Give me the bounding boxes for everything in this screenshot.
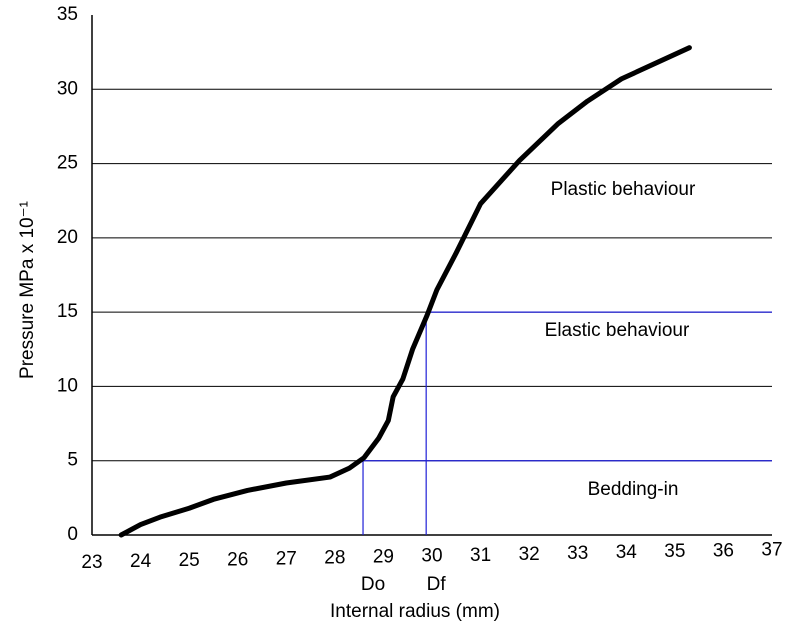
y-tick-label: 10 xyxy=(57,375,78,396)
y-tick-label: 20 xyxy=(57,227,78,248)
x-tick-label: 28 xyxy=(324,548,345,569)
x-tick-label: 31 xyxy=(470,545,491,566)
region-label: Bedding-in xyxy=(588,479,679,500)
x-tick-label: 36 xyxy=(713,540,734,561)
marker-label: Df xyxy=(427,574,447,595)
x-tick-label: 24 xyxy=(130,551,152,572)
y-tick-label: 30 xyxy=(57,78,78,99)
x-tick-label: 30 xyxy=(421,546,442,567)
x-tick-label: 33 xyxy=(567,543,588,564)
y-tick-label: 15 xyxy=(57,301,78,322)
x-tick-label: 35 xyxy=(664,541,685,562)
x-tick-label: 29 xyxy=(373,547,394,568)
marker-label: Do xyxy=(361,574,385,595)
x-tick-label: 32 xyxy=(519,544,540,565)
y-tick-label: 0 xyxy=(67,524,78,545)
region-label: Plastic behaviour xyxy=(551,179,696,200)
x-tick-label: 25 xyxy=(179,550,200,571)
y-tick-label: 25 xyxy=(57,153,78,174)
region-label: Elastic behaviour xyxy=(545,320,690,341)
y-tick-label: 5 xyxy=(67,450,78,471)
data-line xyxy=(118,45,692,538)
x-tick-label: 23 xyxy=(81,552,102,573)
x-tick-label: 37 xyxy=(761,539,782,560)
x-tick-label: 26 xyxy=(227,549,248,570)
y-tick-label: 35 xyxy=(57,4,78,25)
x-tick-label: 34 xyxy=(616,542,638,563)
y-axis-label: Pressure MPa x 10⁻¹ xyxy=(17,201,38,379)
x-axis-label: Internal radius (mm) xyxy=(330,601,500,622)
x-tick-label: 27 xyxy=(276,548,297,569)
